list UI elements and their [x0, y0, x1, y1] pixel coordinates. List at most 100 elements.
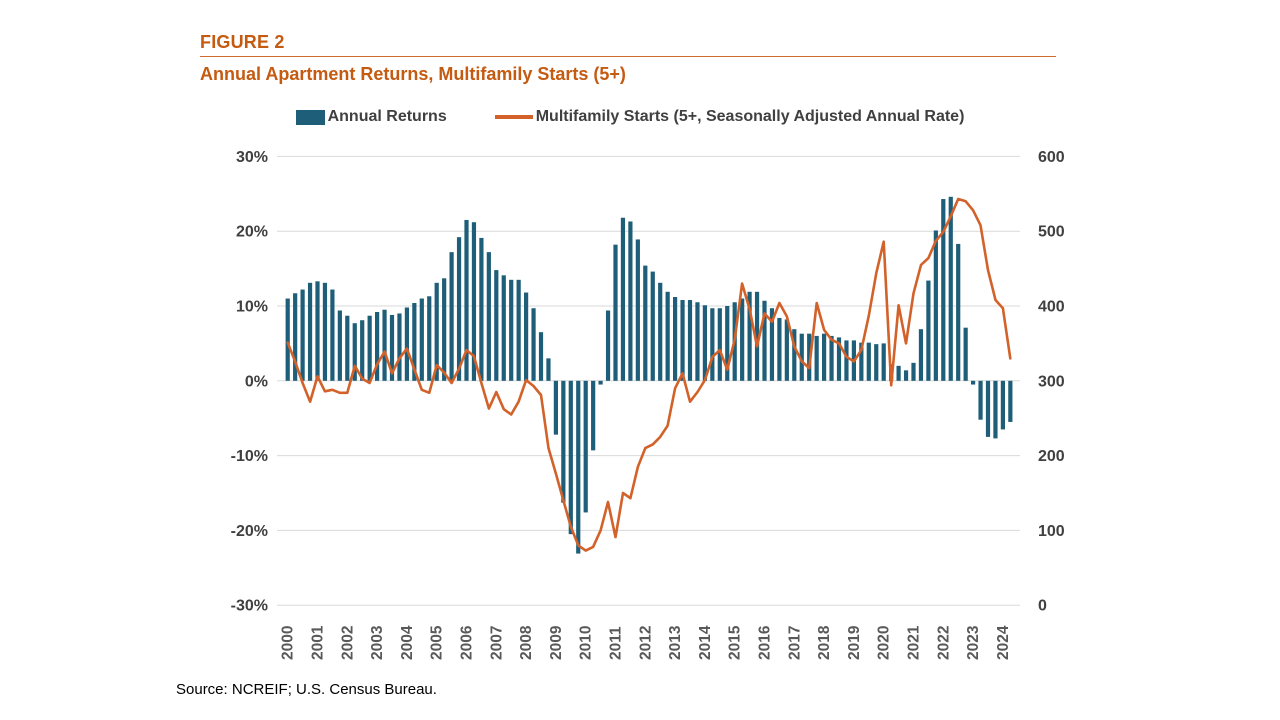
figure-label: FIGURE 2 [200, 32, 285, 52]
annual-returns-bar [918, 329, 924, 381]
annual-returns-bar [926, 280, 931, 381]
annual-returns-bar [300, 289, 305, 381]
annual-returns-bar [404, 307, 409, 381]
annual-returns-bar [471, 222, 477, 381]
annual-returns-bar [747, 291, 752, 381]
right-axis-tick-label: 200 [1038, 448, 1065, 465]
annual-returns-bar [337, 310, 342, 381]
annual-returns-bar [896, 365, 901, 381]
annual-returns-bar [665, 291, 670, 381]
right-axis-tick-label: 400 [1038, 299, 1065, 316]
x-axis-year-label: 2016 [757, 625, 774, 660]
annual-returns-bar [695, 302, 700, 381]
annual-returns-bar [941, 199, 946, 381]
annual-returns-bar [524, 292, 529, 381]
legend-bar-label: Annual Returns [327, 108, 447, 125]
annual-returns-bar [985, 380, 991, 437]
annual-returns-bar [591, 380, 596, 451]
annual-returns-bar [740, 298, 745, 381]
line-swatch-icon [494, 115, 533, 119]
x-axis-year-label: 2013 [667, 625, 684, 660]
annual-returns-bar [836, 337, 842, 381]
annual-returns-bar [911, 362, 916, 381]
annual-returns-bar [777, 317, 782, 381]
left-axis-tick-label: 10% [236, 299, 268, 316]
annual-returns-bar [769, 308, 775, 381]
annual-returns-bar [799, 333, 804, 381]
legend-item-multifamily-starts: Multifamily Starts (5+, Seasonally Adjus… [494, 108, 964, 126]
annual-returns-bar [412, 303, 417, 381]
annual-returns-bar [814, 335, 819, 381]
x-axis-year-label: 2017 [786, 626, 803, 660]
annual-returns-bar [605, 310, 611, 381]
annual-returns-bar [792, 329, 797, 381]
annual-returns-bar [389, 314, 395, 381]
annual-returns-bar [874, 344, 879, 381]
annual-returns-bar [449, 252, 454, 381]
multifamily-starts-line [286, 197, 1012, 552]
annual-returns-bar [345, 315, 350, 381]
title-rule [200, 56, 1056, 57]
annual-returns-bar [978, 380, 983, 420]
annual-returns-bar [456, 237, 462, 381]
annual-returns-bar [643, 265, 648, 381]
left-axis-tick-label: 0% [245, 373, 268, 390]
annual-returns-bar [725, 306, 730, 381]
annual-returns-bar [784, 319, 789, 381]
right-axis-tick-label: 600 [1038, 149, 1065, 166]
annual-returns-bar [494, 270, 499, 381]
annual-returns-bar [434, 282, 439, 381]
annual-returns-bar [293, 293, 298, 381]
annual-returns-bar [501, 275, 506, 381]
annual-returns-bar [903, 370, 909, 381]
chart-title: Annual Apartment Returns, Multifamily St… [200, 64, 626, 84]
annual-returns-bar [710, 308, 715, 381]
annual-returns-bar [516, 279, 521, 381]
right-axis-tick-label: 0 [1038, 598, 1047, 615]
source-note: Source: NCREIF; U.S. Census Bureau. [176, 681, 437, 698]
annual-returns-bar [553, 380, 558, 435]
annual-returns-bar [367, 315, 372, 381]
annual-returns-bar [576, 380, 581, 554]
x-axis-year-label: 2007 [488, 626, 505, 660]
x-axis-year-label: 2006 [459, 625, 476, 660]
annual-returns-bar [702, 305, 707, 381]
right-axis-tick-label: 300 [1038, 373, 1065, 390]
left-axis-tick-label: -30% [231, 598, 268, 615]
annual-returns-bar [963, 327, 968, 381]
x-axis-year-label: 2020 [876, 626, 893, 660]
annual-returns-bar [375, 311, 380, 381]
right-axis-tick-label: 100 [1038, 523, 1065, 540]
x-axis-year-label: 2024 [995, 625, 1012, 660]
x-axis-year-label: 2010 [578, 626, 595, 660]
annual-returns-bar [635, 239, 640, 381]
annual-returns-bar [993, 380, 998, 439]
annual-returns-bar [717, 308, 722, 381]
annual-returns-bar [322, 282, 328, 381]
annual-returns-bar [583, 380, 588, 513]
x-axis-year-label: 2001 [310, 625, 327, 660]
annual-returns-bar [307, 282, 313, 381]
x-axis-year-label: 2018 [816, 625, 833, 660]
x-axis-year-label: 2003 [369, 625, 386, 660]
annual-returns-bar [680, 300, 685, 381]
annual-returns-bar [568, 380, 573, 535]
annual-returns-bar [956, 243, 961, 381]
annual-returns-bar [382, 309, 387, 381]
legend-item-annual-returns: Annual Returns [295, 108, 447, 126]
x-axis-year-label: 2019 [846, 625, 863, 660]
annual-returns-bar [509, 279, 514, 381]
annual-returns-bar [538, 332, 544, 381]
left-axis-tick-label: 30% [236, 149, 268, 166]
annual-returns-bar [613, 244, 618, 381]
annual-returns-bar [285, 298, 290, 381]
annual-returns-bar [866, 342, 871, 381]
annual-returns-bar [330, 289, 335, 381]
annual-returns-bar [948, 196, 953, 381]
annual-returns-bar [673, 297, 678, 381]
bar-swatch-icon [295, 109, 325, 125]
x-axis-year-label: 2014 [697, 625, 714, 660]
annual-returns-bar [464, 219, 469, 381]
